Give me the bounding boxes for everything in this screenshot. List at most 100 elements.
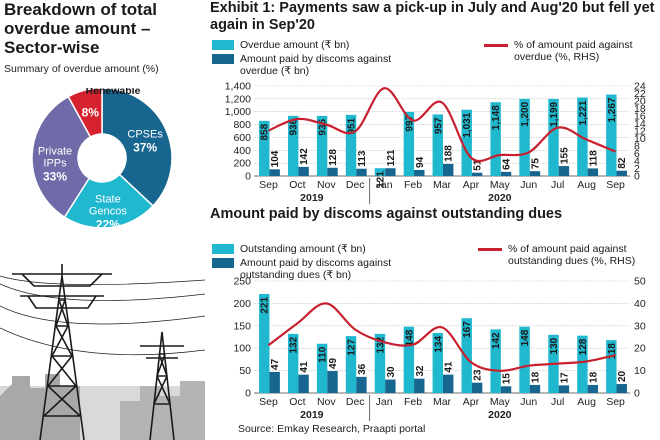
bar-value-label: 118: [607, 343, 618, 360]
bar-value-label: 94: [415, 156, 426, 168]
pie-value-label: 33%: [43, 170, 67, 184]
bar-value-label: 148: [520, 329, 531, 346]
bar-value-label: 15: [502, 373, 513, 385]
bar-paid: [385, 168, 396, 176]
bar-primary: [316, 343, 328, 393]
y2-tick-label: 10: [634, 365, 646, 377]
bar-value-label: 41: [299, 361, 310, 373]
pct-paid-line: [267, 302, 616, 372]
bar-primary: [374, 168, 386, 176]
legend-label-outstanding: Outstanding amount (₹ bn): [240, 243, 366, 255]
x-tick-label: Nov: [317, 396, 336, 408]
bar-value-label: 121: [386, 149, 397, 166]
bar-primary: [345, 114, 357, 176]
x-tick-label: May: [490, 179, 511, 191]
bar-primary: [461, 318, 472, 393]
y2-tick-label: 20: [634, 343, 646, 355]
bar-paid: [529, 384, 541, 393]
source-note: Source: Emkay Research, Praapti portal: [238, 423, 426, 435]
x-tick-label: Sep: [606, 396, 625, 408]
bar-value-label: 118: [588, 150, 599, 167]
y2-tick-label: 50: [634, 277, 646, 288]
bar-primary: [259, 120, 270, 176]
x-tick-label: Jun: [520, 396, 537, 408]
bar-value-label: 935: [318, 118, 329, 135]
y2-tick-label: 4: [634, 156, 640, 168]
bar-primary: [461, 109, 472, 176]
bar-paid: [529, 171, 541, 176]
bar-value-label: 155: [559, 147, 570, 164]
bar-value-label: 17: [559, 372, 570, 384]
x-tick-label: Jul: [551, 396, 564, 408]
bar-paid: [443, 163, 454, 176]
bar-value-label: 75: [530, 158, 541, 170]
y2-tick-label: 8: [634, 141, 640, 153]
bar-paid: [587, 168, 599, 176]
bar-paid: [558, 385, 570, 393]
bar-value-label: 1,267: [607, 97, 618, 122]
exhibit2-legend: Outstanding amount (₹ bn) Amount paid by…: [212, 242, 658, 281]
bar-paid: [356, 376, 367, 393]
legend-swatch-paid: [212, 54, 234, 64]
bar-paid: [298, 166, 309, 176]
x-tick-label: Jun: [520, 179, 537, 191]
x-tick-label: Apr: [463, 396, 480, 408]
bar-value-label: 20: [617, 370, 628, 382]
pie-slice: [101, 88, 173, 207]
bar-value-label: 18: [588, 371, 599, 383]
bar-primary: [403, 326, 415, 393]
bar-value-label: 142: [299, 148, 310, 165]
bar-value-label: 51: [473, 159, 484, 171]
bar-value-label: 1,200: [520, 101, 531, 126]
y-tick-label: 600: [233, 132, 251, 144]
bar-value-label: 130: [549, 337, 560, 354]
bar-value-label: 132: [375, 336, 386, 353]
y-tick-label: 800: [233, 119, 251, 131]
y-tick-label: 150: [233, 320, 251, 332]
bar-primary: [345, 336, 357, 393]
bar-value-label: 121: [375, 171, 386, 188]
bar-value-label: 148: [404, 329, 415, 346]
bar-value-label: 1,221: [578, 100, 589, 125]
pie-slice-label: Gencos: [89, 206, 127, 218]
bar-paid: [500, 171, 512, 176]
y2-tick-label: 2: [634, 163, 640, 175]
y-tick-label: 0: [245, 171, 251, 183]
legend-line-pct-outstanding: [478, 248, 502, 251]
exhibit1-title: Exhibit 1: Payments saw a pick-up in Jul…: [210, 0, 655, 33]
bar-primary: [519, 326, 530, 393]
bar-value-label: 64: [502, 158, 513, 170]
bar-primary: [606, 94, 617, 176]
bar-value-label: 221: [260, 297, 271, 314]
x-tick-label: Sep: [259, 179, 278, 191]
pie-slice: [31, 95, 92, 219]
bar-primary: [432, 114, 443, 176]
exhibit2-title: Amount paid by discoms against outstandi…: [210, 206, 563, 222]
y-tick-label: 200: [233, 158, 251, 170]
y2-tick-label: 30: [634, 320, 646, 332]
y2-tick-label: 24: [634, 82, 646, 93]
bar-value-label: 997: [404, 114, 415, 131]
pie-slice: [67, 88, 103, 138]
bar-value-label: 127: [347, 339, 358, 356]
bar-primary: [519, 98, 530, 176]
bar-primary: [403, 111, 415, 176]
y2-tick-label: 12: [634, 126, 646, 138]
bar-paid: [414, 169, 425, 176]
x-tick-label: Jan: [376, 396, 393, 408]
bar-value-label: 167: [462, 321, 473, 338]
bar-value-label: 30: [386, 366, 397, 378]
x-tick-label: Sep: [606, 179, 625, 191]
x-tick-label: Feb: [404, 396, 422, 408]
legend-swatch-overdue: [212, 40, 234, 50]
y-tick-label: 250: [233, 277, 251, 288]
bar-paid: [356, 168, 367, 176]
bar-primary: [490, 329, 501, 393]
bar-primary: [287, 115, 299, 176]
bar-value-label: 957: [433, 117, 444, 134]
year-label: 2019: [300, 409, 324, 421]
x-tick-label: Aug: [577, 179, 596, 191]
legend-swatch-outstanding: [212, 244, 234, 254]
bar-primary: [287, 333, 299, 393]
